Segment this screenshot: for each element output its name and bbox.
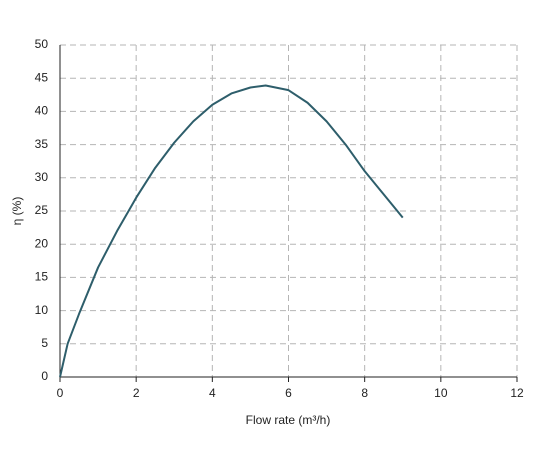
y-tick-label: 50 [35,37,49,51]
y-tick-label: 20 [35,236,49,250]
x-tick-label: 0 [57,386,64,400]
y-tick-label: 0 [41,369,48,383]
y-tick-label: 5 [41,336,48,350]
y-tick-label: 25 [35,203,49,217]
y-axis-label: η (%) [10,197,24,226]
x-tick-label: 10 [434,386,448,400]
y-tick-label: 30 [35,170,49,184]
y-tick-label: 35 [35,137,49,151]
x-tick-label: 4 [209,386,216,400]
x-tick-label: 2 [133,386,140,400]
y-tick-label: 15 [35,270,49,284]
x-axis-label: Flow rate (m³/h) [246,413,331,427]
data-line [59,84,404,378]
x-tick-label: 12 [510,386,524,400]
y-tick-label: 40 [35,104,49,118]
y-tick-label: 10 [35,303,49,317]
x-tick-label: 8 [361,386,368,400]
y-tick-label: 45 [35,70,49,84]
x-tick-label: 6 [285,386,292,400]
